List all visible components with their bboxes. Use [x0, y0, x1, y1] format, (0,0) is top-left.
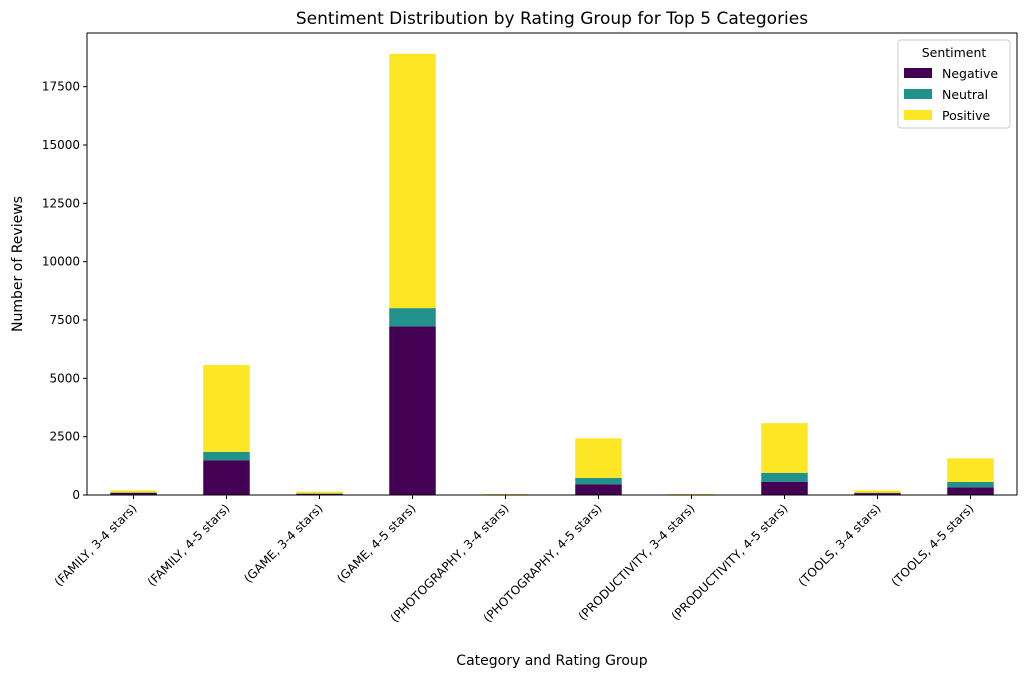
- bar-positive-3: [389, 53, 436, 309]
- bar-positive-1: [203, 365, 250, 452]
- legend-swatch-positive: [904, 110, 932, 120]
- y-axis-label: Number of Reviews: [10, 196, 26, 332]
- bar-negative-8: [854, 493, 901, 495]
- chart-title: Sentiment Distribution by Rating Group f…: [296, 9, 808, 29]
- y-tick-label-7: 17500: [42, 80, 80, 94]
- bar-positive-2: [296, 491, 343, 494]
- legend-frame: [897, 39, 1011, 129]
- y-axis: 0 2500 5000 7500 10000 12500 15000 17500: [42, 80, 87, 502]
- bar-positive-9: [947, 458, 994, 482]
- bar-neutral-7: [761, 472, 808, 482]
- x-tick-label-2: (GAME, 3-4 stars): [241, 501, 325, 585]
- bar-positive-8: [854, 490, 901, 493]
- y-tick-label-4: 10000: [42, 255, 80, 269]
- x-axis: (FAMILY, 3-4 stars) (FAMILY, 4-5 stars) (G…: [52, 495, 977, 625]
- bar-positive-5: [575, 438, 622, 478]
- legend-swatch-neutral: [904, 89, 932, 99]
- bar-positive-7: [761, 423, 808, 473]
- y-tick-label-5: 12500: [42, 196, 80, 210]
- y-tick-label-2: 5000: [49, 371, 80, 385]
- bar-neutral-5: [575, 477, 622, 485]
- y-tick-label-3: 7500: [49, 313, 80, 327]
- legend-title: Sentiment: [922, 45, 987, 60]
- bar-negative-2: [296, 493, 343, 495]
- x-axis-label: Category and Rating Group: [456, 653, 648, 669]
- bar-negative-9: [947, 487, 994, 495]
- bar-neutral-1: [203, 451, 250, 461]
- plot-frame: [86, 32, 1018, 496]
- legend-label-negative: Negative: [942, 66, 998, 81]
- bar-positive-0: [110, 490, 157, 493]
- x-tick-label-3: (GAME, 4-5 stars): [334, 501, 418, 585]
- x-tick-label-0: (FAMILY, 3-4 stars): [52, 501, 140, 589]
- bar-neutral-9: [947, 481, 994, 488]
- y-tick-label-0: 0: [72, 488, 80, 502]
- y-tick-label-1: 2500: [49, 430, 80, 444]
- bars-group: [110, 53, 994, 495]
- bar-negative-0: [110, 492, 157, 495]
- bar-neutral-3: [389, 308, 436, 327]
- bar-negative-3: [389, 326, 436, 495]
- y-tick-label-6: 15000: [42, 138, 80, 152]
- bar-negative-7: [761, 481, 808, 495]
- legend-label-neutral: Neutral: [942, 87, 988, 102]
- legend: Sentiment Negative Neutral Positive: [897, 39, 1011, 129]
- x-tick-label-9: (TOOLS, 4-5 stars): [889, 501, 977, 589]
- legend-swatch-negative: [904, 68, 932, 78]
- x-tick-label-1: (FAMILY, 4-5 stars): [145, 501, 233, 589]
- bar-negative-1: [203, 460, 250, 495]
- bar-negative-5: [575, 484, 622, 495]
- legend-label-positive: Positive: [942, 108, 990, 123]
- x-tick-label-8: (TOOLS, 3-4 stars): [796, 501, 884, 589]
